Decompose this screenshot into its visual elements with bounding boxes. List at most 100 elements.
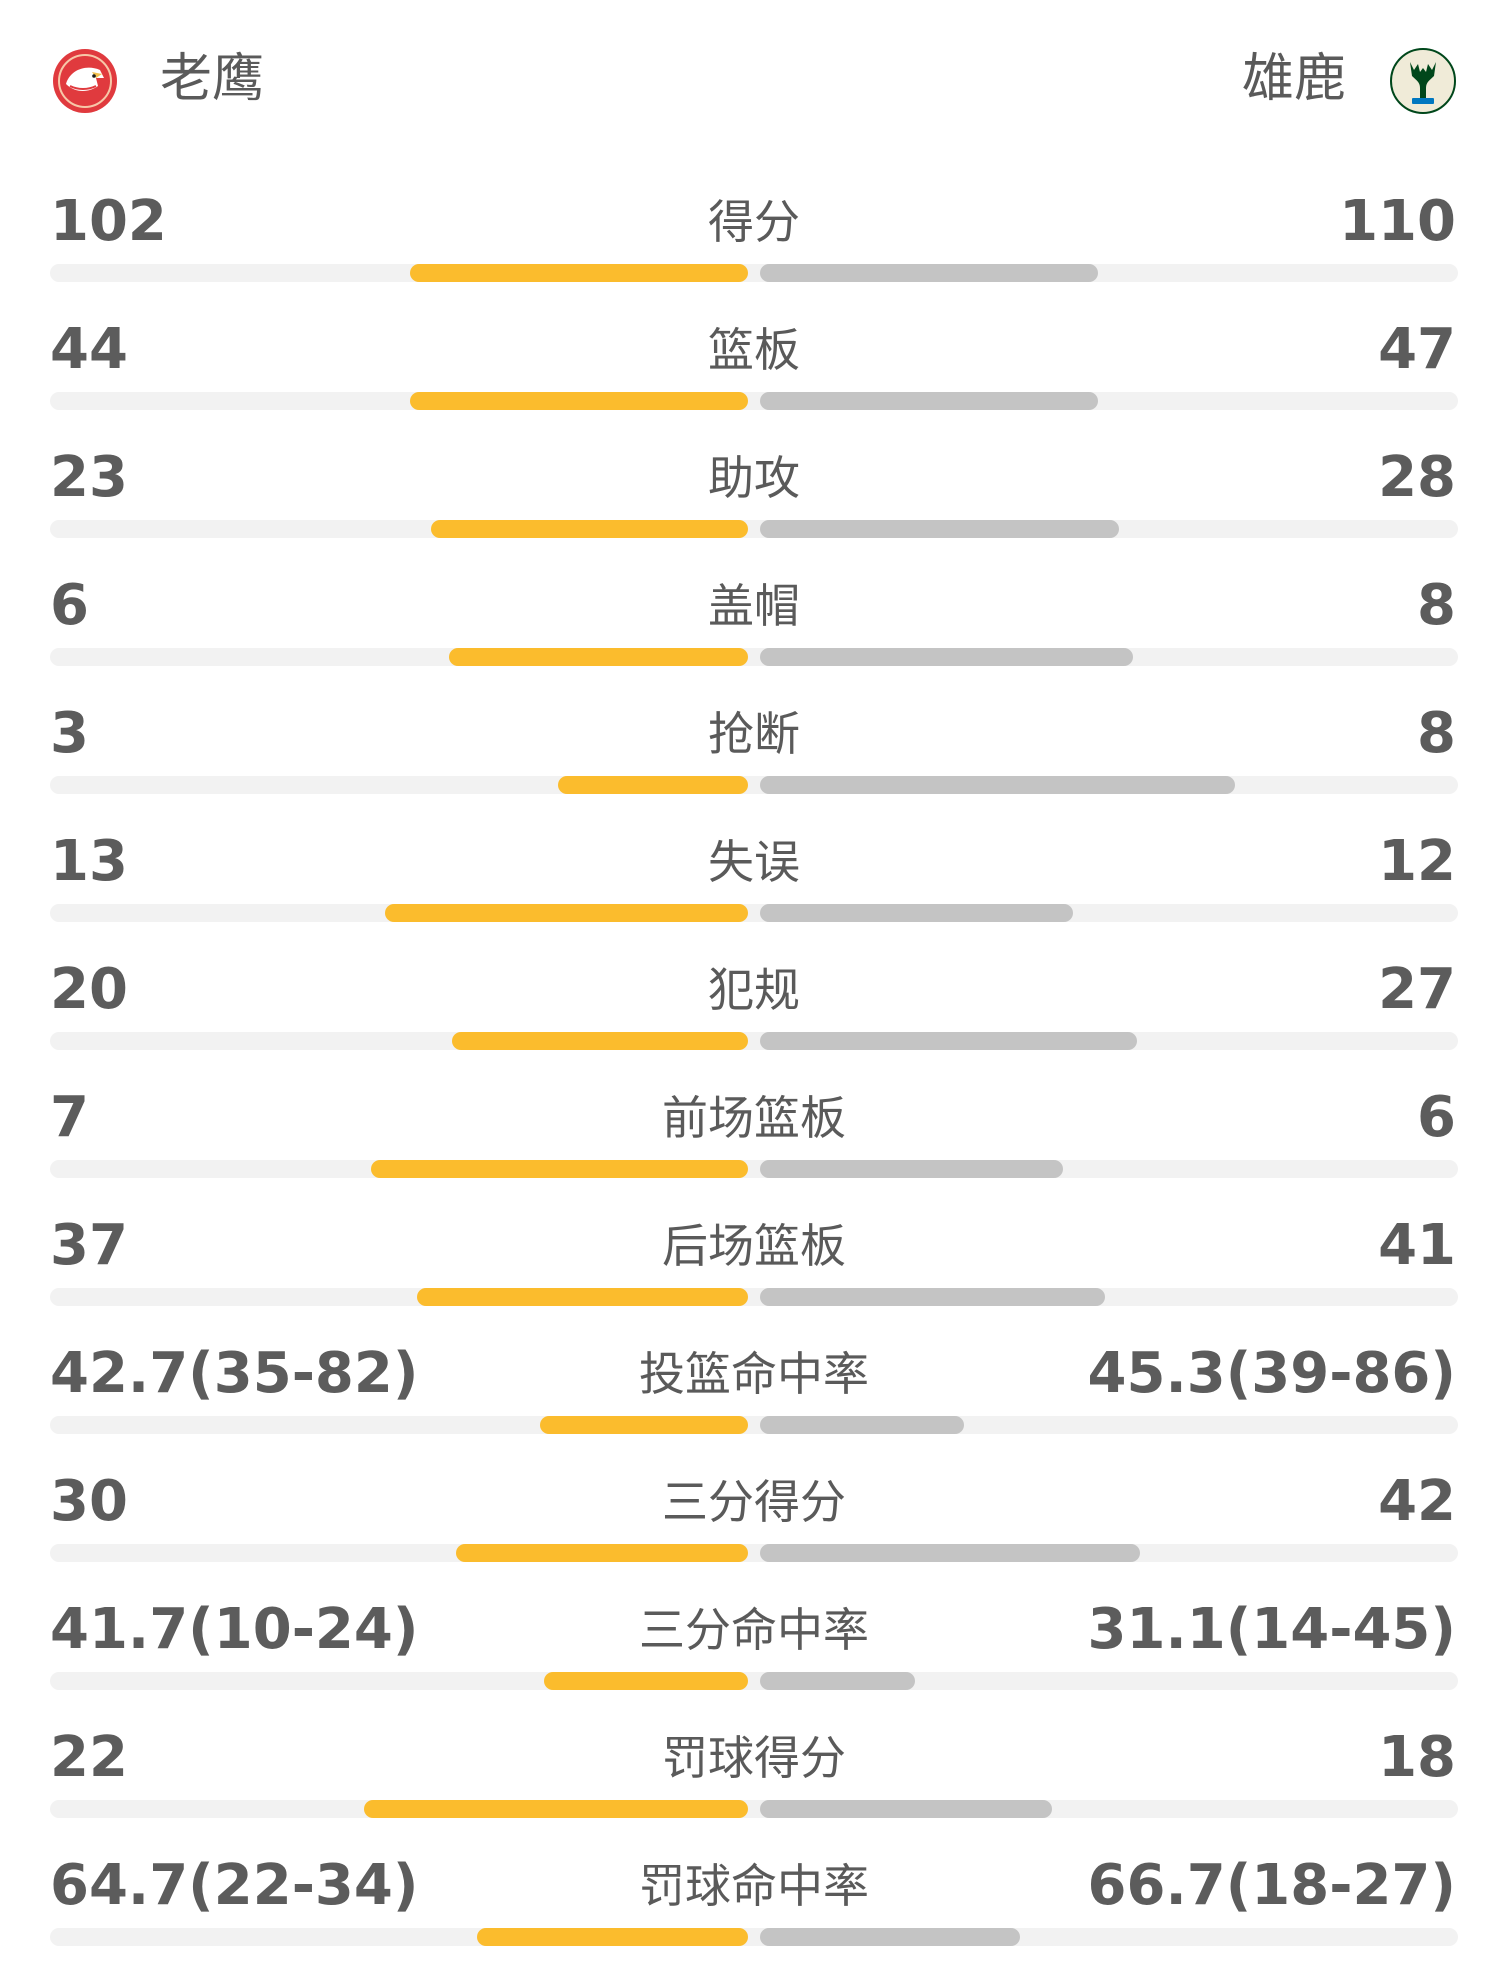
home-stat-bar <box>410 392 748 410</box>
home-stat-value: 22 <box>50 1725 128 1790</box>
stat-row: 20 犯规 27 <box>0 946 1508 1074</box>
home-stat-bar <box>540 1416 748 1434</box>
stat-label: 抢断 <box>708 707 800 761</box>
home-stat-value: 102 <box>50 189 167 254</box>
home-stat-bar <box>558 776 748 794</box>
home-stat-bar <box>410 264 748 282</box>
stat-row: 64.7(22-34) 罚球命中率 66.7(18-27) <box>0 1842 1508 1970</box>
away-stat-value: 110 <box>1339 189 1456 254</box>
home-stat-bar <box>371 1160 748 1178</box>
stat-row: 23 助攻 28 <box>0 434 1508 562</box>
stat-bar-track <box>50 904 1458 922</box>
stat-bar-track <box>50 520 1458 538</box>
away-stat-bar <box>760 1032 1137 1050</box>
away-stat-value: 31.1(14-45) <box>1087 1597 1456 1662</box>
home-stat-bar <box>364 1800 748 1818</box>
away-stat-bar <box>760 264 1098 282</box>
away-stat-value: 45.3(39-86) <box>1087 1341 1456 1406</box>
home-stat-value: 42.7(35-82) <box>50 1341 419 1406</box>
stat-bar-track <box>50 648 1458 666</box>
home-stat-bar <box>544 1672 748 1690</box>
home-stat-value: 23 <box>50 445 128 510</box>
stat-label: 罚球命中率 <box>639 1859 869 1913</box>
home-stat-value: 13 <box>50 829 128 894</box>
away-stat-bar <box>760 1416 964 1434</box>
stat-row: 44 篮板 47 <box>0 306 1508 434</box>
stat-bar-track <box>50 1672 1458 1690</box>
home-stat-value: 30 <box>50 1469 128 1534</box>
away-stat-value: 8 <box>1417 573 1456 638</box>
home-stat-bar <box>456 1544 748 1562</box>
stat-label: 助攻 <box>708 451 800 505</box>
stat-row: 13 失误 12 <box>0 818 1508 946</box>
stat-bar-track <box>50 264 1458 282</box>
home-stat-value: 41.7(10-24) <box>50 1597 419 1662</box>
away-stat-bar <box>760 1160 1063 1178</box>
away-team-name: 雄鹿 <box>1241 49 1346 109</box>
away-stat-value: 27 <box>1378 957 1456 1022</box>
stat-bar-track <box>50 392 1458 410</box>
away-stat-value: 28 <box>1378 445 1456 510</box>
stat-row: 22 罚球得分 18 <box>0 1714 1508 1842</box>
home-stat-value: 64.7(22-34) <box>50 1853 419 1918</box>
away-stat-bar <box>760 904 1073 922</box>
stat-label: 盖帽 <box>708 579 800 633</box>
stat-bar-track <box>50 1416 1458 1434</box>
stat-bar-track <box>50 776 1458 794</box>
home-stat-value: 7 <box>50 1085 89 1150</box>
stat-bar-track <box>50 1032 1458 1050</box>
stat-label: 前场篮板 <box>662 1091 846 1145</box>
away-stat-value: 6 <box>1417 1085 1456 1150</box>
stat-bar-track <box>50 1928 1458 1946</box>
stat-label: 后场篮板 <box>662 1219 846 1273</box>
stat-row: 41.7(10-24) 三分命中率 31.1(14-45) <box>0 1586 1508 1714</box>
stat-bar-track <box>50 1160 1458 1178</box>
stat-row: 7 前场篮板 6 <box>0 1074 1508 1202</box>
bucks-logo-icon[interactable] <box>1390 48 1456 114</box>
home-stat-value: 44 <box>50 317 128 382</box>
stat-label: 三分得分 <box>662 1475 846 1529</box>
home-stat-value: 3 <box>50 701 89 766</box>
home-stat-bar <box>452 1032 748 1050</box>
stat-label: 篮板 <box>708 323 800 377</box>
away-stat-value: 47 <box>1378 317 1456 382</box>
home-stat-bar <box>385 904 748 922</box>
home-team-name: 老鹰 <box>160 49 265 109</box>
stat-row: 102 得分 110 <box>0 178 1508 306</box>
home-stat-bar <box>417 1288 748 1306</box>
home-stat-value: 20 <box>50 957 128 1022</box>
home-stat-bar <box>477 1928 748 1946</box>
stat-bar-track <box>50 1544 1458 1562</box>
home-stat-bar <box>449 648 748 666</box>
away-stat-value: 18 <box>1378 1725 1456 1790</box>
stat-label: 犯规 <box>708 963 800 1017</box>
stat-row: 30 三分得分 42 <box>0 1458 1508 1586</box>
away-stat-value: 42 <box>1378 1469 1456 1534</box>
stat-label: 投篮命中率 <box>639 1347 869 1401</box>
away-stat-bar <box>760 1544 1140 1562</box>
home-stat-value: 6 <box>50 573 89 638</box>
hawks-logo-icon[interactable] <box>52 48 118 114</box>
stat-row: 6 盖帽 8 <box>0 562 1508 690</box>
stat-bar-track <box>50 1288 1458 1306</box>
away-stat-bar <box>760 648 1133 666</box>
away-stat-bar <box>760 1928 1020 1946</box>
away-stat-bar <box>760 392 1098 410</box>
home-stat-value: 37 <box>50 1213 128 1278</box>
away-stat-bar <box>760 776 1235 794</box>
stat-label: 失误 <box>708 835 800 889</box>
stats-comparison: 102 得分 110 44 篮板 47 23 助攻 28 6 盖帽 8 3 抢断 8 13 失误 12 20 犯规 27… <box>0 178 1508 1970</box>
away-stat-value: 8 <box>1417 701 1456 766</box>
away-stat-value: 41 <box>1378 1213 1456 1278</box>
away-stat-value: 12 <box>1378 829 1456 894</box>
away-stat-bar <box>760 1288 1105 1306</box>
stat-label: 得分 <box>708 195 800 249</box>
away-stat-value: 66.7(18-27) <box>1087 1853 1456 1918</box>
match-header: 老鹰 雄鹿 <box>0 0 1508 160</box>
away-stat-bar <box>760 1800 1052 1818</box>
away-stat-bar <box>760 1672 915 1690</box>
stat-label: 三分命中率 <box>639 1603 869 1657</box>
stat-label: 罚球得分 <box>662 1731 846 1785</box>
away-stat-bar <box>760 520 1119 538</box>
home-stat-bar <box>431 520 748 538</box>
